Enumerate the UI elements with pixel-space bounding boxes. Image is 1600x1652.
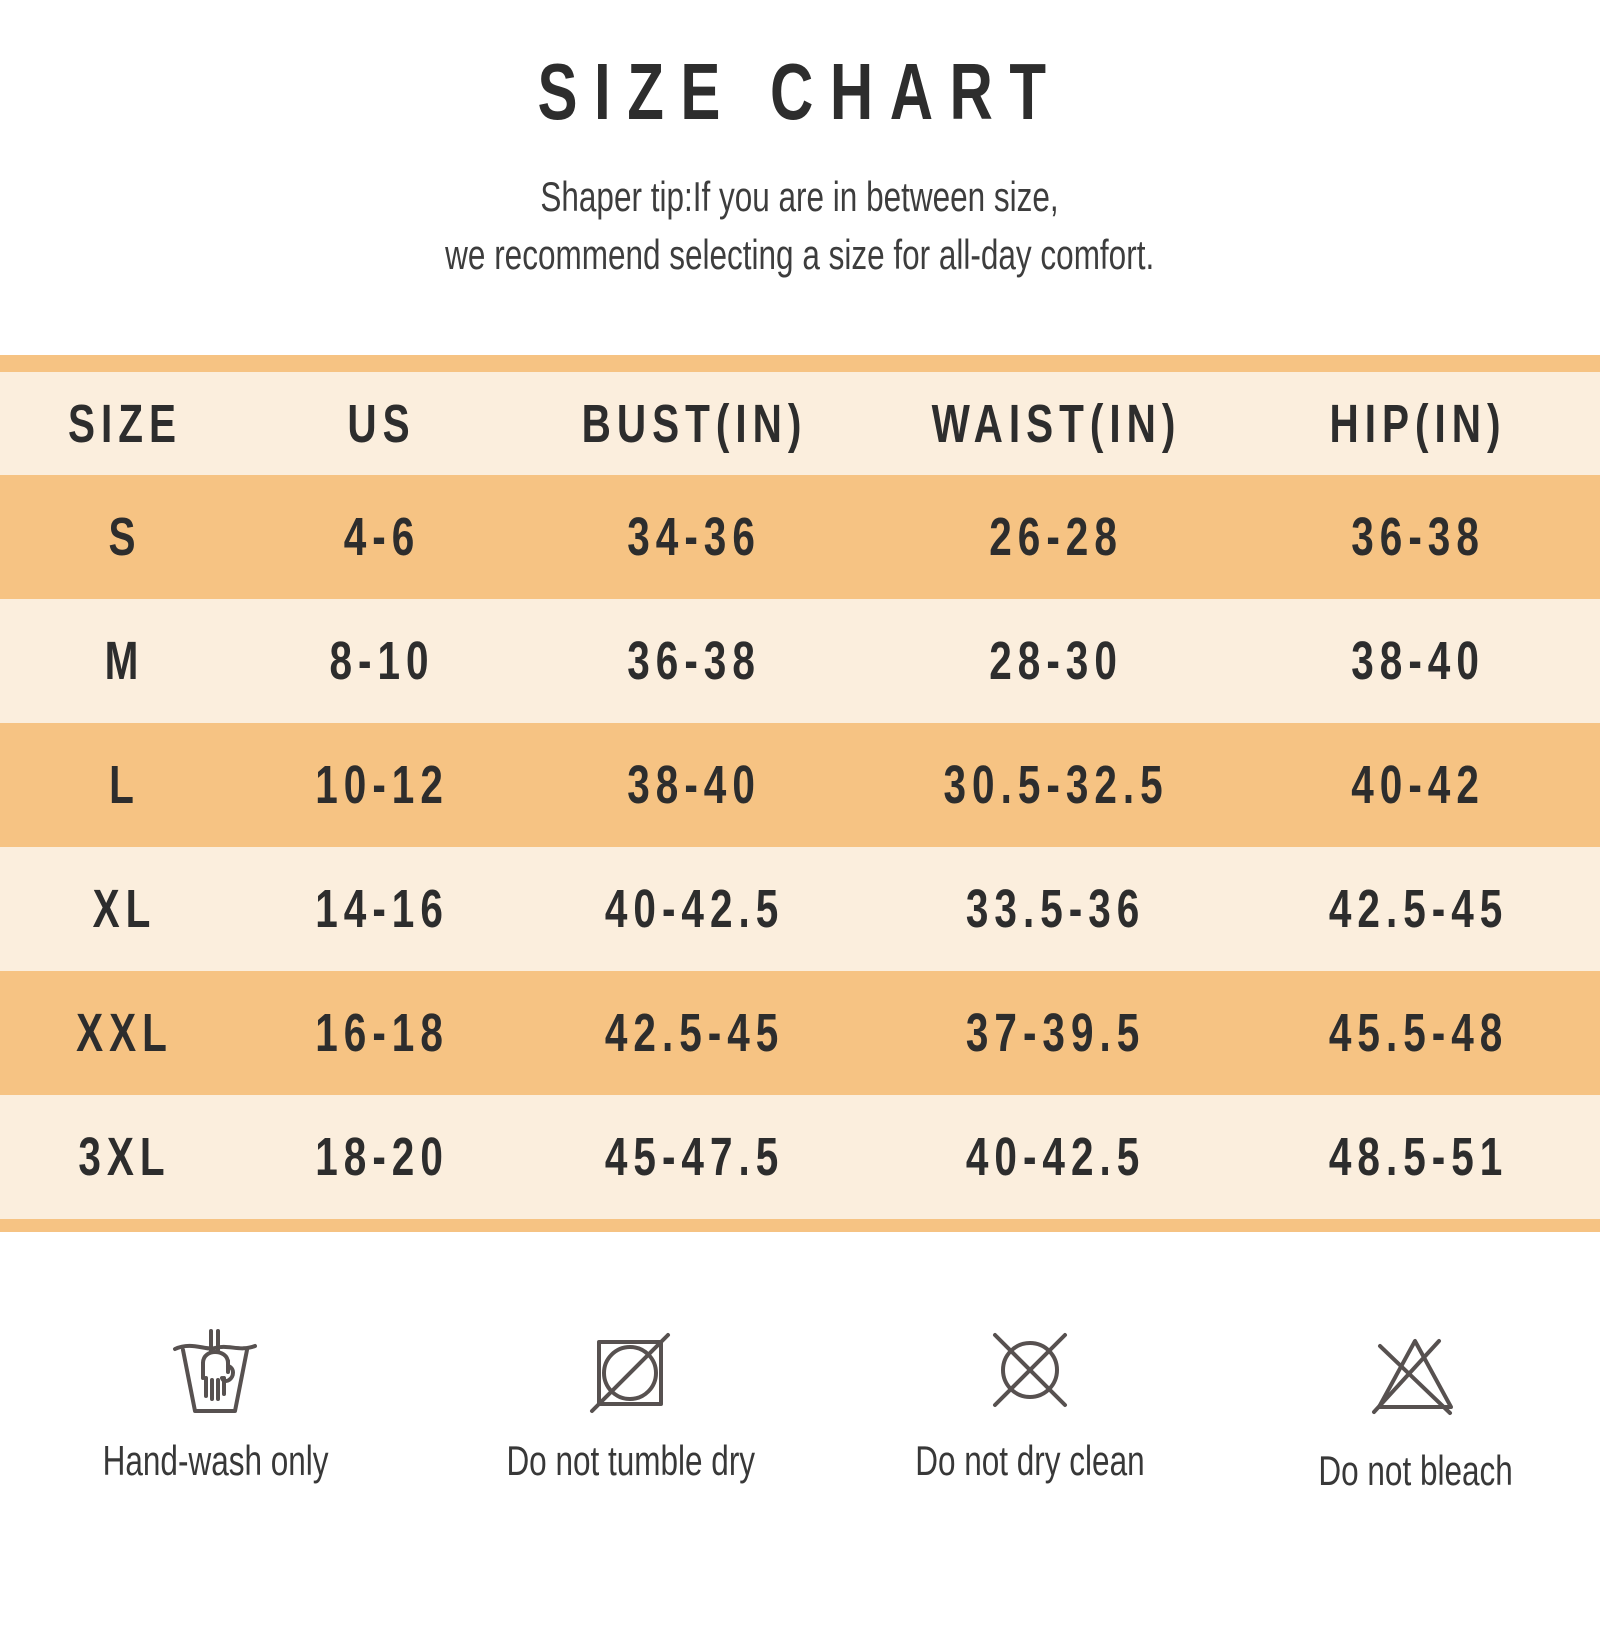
table-header-row: SIZE US BUST(IN) WAIST(IN) HIP(IN)	[0, 372, 1600, 475]
care-item-hand-wash: Hand-wash only	[0, 1328, 430, 1494]
table-top-border	[0, 355, 1600, 372]
subtitle-line-2: we recommend selecting a size for all-da…	[445, 231, 1155, 278]
table-row-3xl: 3XL 18-20 45-47.5 40-42.5 48.5-51	[0, 1095, 1600, 1219]
us-cell: 14-16	[314, 879, 449, 939]
us-cell: 10-12	[314, 755, 449, 815]
us-cell: 18-20	[314, 1127, 449, 1187]
do-not-dry-clean-icon	[985, 1328, 1075, 1418]
waist-cell: 26-28	[989, 507, 1123, 567]
waist-cell: 33.5-36	[966, 879, 1146, 939]
bust-cell: 38-40	[627, 755, 762, 815]
table-row-m: M 8-10 36-38 28-30 38-40	[0, 599, 1600, 723]
hip-cell: 38-40	[1351, 631, 1486, 691]
size-chart-infographic: SIZE CHART Shaper tip:If you are in betw…	[0, 52, 1600, 1494]
waist-cell: 28-30	[989, 631, 1123, 691]
care-label: Do not dry clean	[915, 1437, 1146, 1484]
size-cell: XXL	[76, 1003, 174, 1063]
care-item-do-not-bleach: Do not bleach	[1230, 1328, 1600, 1494]
header-cell-waist: WAIST(IN)	[931, 393, 1181, 454]
header-cell-size: SIZE	[67, 393, 182, 454]
care-label: Do not bleach	[1317, 1447, 1513, 1494]
us-cell: 8-10	[329, 631, 435, 691]
size-table: SIZE US BUST(IN) WAIST(IN) HIP(IN) S 4-6…	[0, 355, 1600, 1232]
page-title-text: SIZE CHART	[537, 47, 1063, 136]
header-cell-bust: BUST(IN)	[581, 393, 808, 454]
subtitle-line-1: Shaper tip:If you are in between size,	[540, 173, 1060, 220]
page-title: SIZE CHART	[0, 52, 1600, 132]
hip-cell: 42.5-45	[1328, 879, 1509, 939]
hip-cell: 36-38	[1351, 507, 1486, 567]
care-instructions: Hand-wash only Do not tumble dry Do	[0, 1328, 1600, 1494]
bust-cell: 40-42.5	[604, 879, 785, 939]
us-cell: 4-6	[343, 507, 420, 567]
size-cell: S	[108, 507, 142, 567]
do-not-tumble-dry-icon	[585, 1328, 675, 1418]
table-bottom-border	[0, 1219, 1600, 1232]
care-label: Hand-wash only	[102, 1437, 329, 1484]
hip-cell: 45.5-48	[1328, 1003, 1509, 1063]
bust-cell: 42.5-45	[604, 1003, 785, 1063]
hand-wash-icon	[170, 1328, 260, 1418]
table-row-xxl: XXL 16-18 42.5-45 37-39.5 45.5-48	[0, 971, 1600, 1095]
header-cell-us: US	[347, 393, 416, 454]
care-item-do-not-tumble-dry: Do not tumble dry	[430, 1328, 830, 1494]
table-row-l: L 10-12 38-40 30.5-32.5 40-42	[0, 723, 1600, 847]
care-item-do-not-dry-clean: Do not dry clean	[830, 1328, 1230, 1494]
bust-cell: 36-38	[627, 631, 762, 691]
care-label: Do not tumble dry	[506, 1437, 755, 1484]
us-cell: 16-18	[314, 1003, 449, 1063]
bust-cell: 34-36	[627, 507, 762, 567]
size-cell: XL	[92, 879, 157, 939]
table-row-s: S 4-6 34-36 26-28 36-38	[0, 475, 1600, 599]
bust-cell: 45-47.5	[604, 1127, 785, 1187]
hip-cell: 48.5-51	[1328, 1127, 1509, 1187]
table-row-xl: XL 14-16 40-42.5 33.5-36 42.5-45	[0, 847, 1600, 971]
waist-cell: 40-42.5	[966, 1127, 1146, 1187]
size-cell: 3XL	[78, 1127, 171, 1187]
do-not-bleach-icon	[1370, 1328, 1460, 1418]
header-cell-hip: HIP(IN)	[1329, 393, 1507, 454]
waist-cell: 37-39.5	[966, 1003, 1146, 1063]
waist-cell: 30.5-32.5	[943, 755, 1169, 815]
hip-cell: 40-42	[1351, 755, 1486, 815]
size-cell: M	[104, 631, 145, 691]
size-cell: L	[109, 755, 141, 815]
